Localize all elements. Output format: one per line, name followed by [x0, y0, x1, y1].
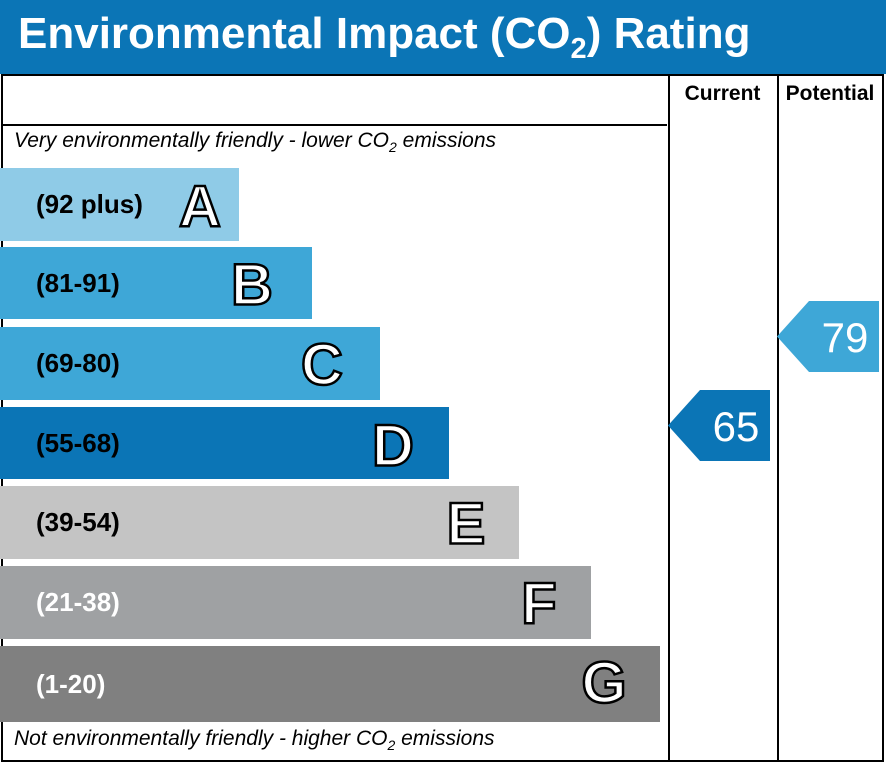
svg-text:B: B — [231, 253, 273, 318]
svg-text:65: 65 — [713, 403, 760, 450]
svg-text:G: G — [581, 651, 626, 716]
svg-text:D: D — [372, 413, 414, 478]
svg-text:79: 79 — [822, 314, 869, 361]
svg-text:C: C — [301, 333, 343, 398]
svg-text:A: A — [179, 174, 221, 239]
svg-text:E: E — [447, 491, 486, 556]
svg-text:F: F — [521, 572, 556, 637]
